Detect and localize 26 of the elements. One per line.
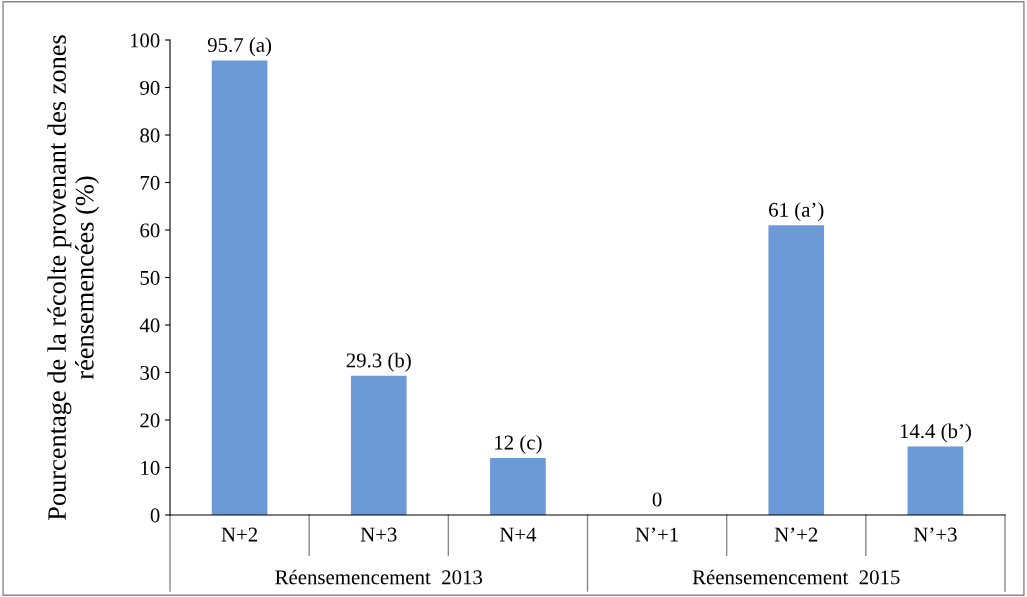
x-tick-label: N+3 — [360, 527, 397, 542]
x-tick-label: N+4 — [499, 527, 537, 542]
text: Réensemencement 2013 — [275, 569, 483, 585]
x-tick-label: N’+2 — [774, 527, 818, 542]
x-tick-label: N’+1 — [635, 527, 678, 542]
y-axis-title: Pourcentage de la récolte provenant des zones réensemencées (%) — [47, 35, 100, 521]
data-label: 12 (c) — [495, 434, 542, 454]
data-label: 29.3 (b) — [346, 352, 411, 372]
y-tick-label: 90 — [140, 80, 160, 95]
y-tick-label: 30 — [140, 365, 160, 380]
y-tick-label: 70 — [140, 175, 160, 190]
x-tick-label: N+2 — [221, 527, 258, 542]
y-tick-label: 100 — [130, 33, 160, 48]
y-tick-label: 60 — [140, 223, 160, 238]
y-tick-label: 0 — [150, 508, 160, 523]
data-label: 95.7 (a) — [207, 37, 272, 57]
y-tick-label: 40 — [139, 318, 160, 333]
y-tick-label: 20 — [140, 413, 160, 428]
y-tick-label: 10 — [141, 460, 160, 475]
data-label: 61 (a’) — [769, 202, 824, 222]
y-tick-label: 80 — [140, 128, 160, 143]
data-label: 0 — [652, 492, 662, 507]
text: Réensemencement 2015 — [692, 569, 900, 585]
x-tick-label: N’+3 — [913, 527, 957, 542]
y-tick-label: 50 — [140, 270, 160, 285]
data-label: 14.4 (b’) — [900, 423, 971, 443]
